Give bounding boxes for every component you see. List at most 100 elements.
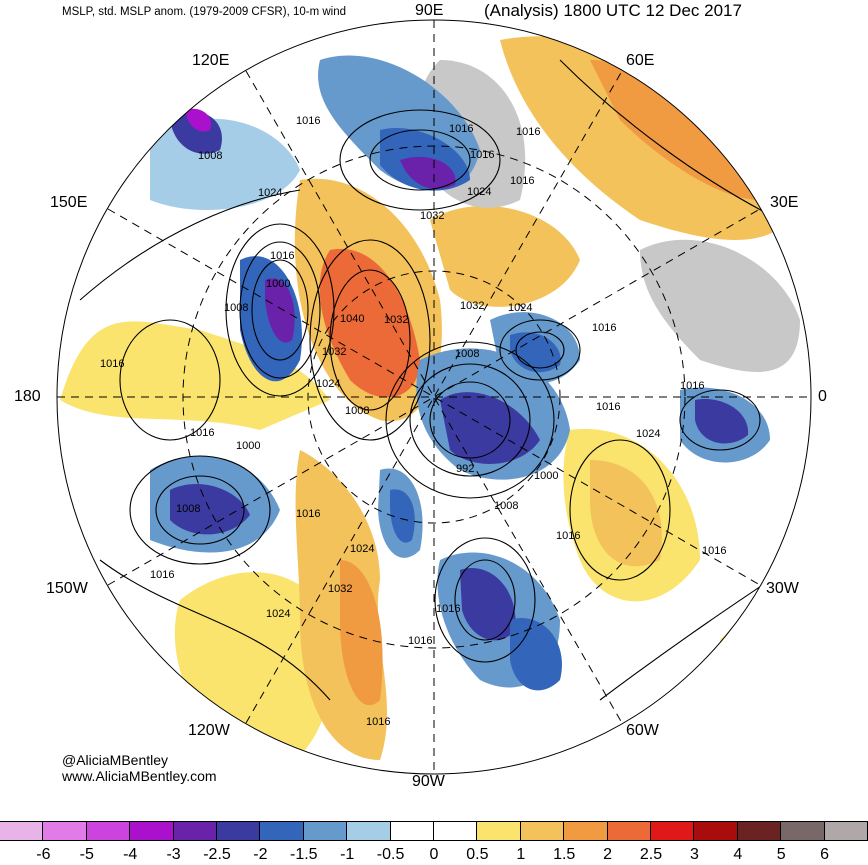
isobar-value-label: 1016 (190, 427, 215, 439)
colorbar-swatch (477, 821, 521, 841)
colorbar-tick-label: -2 (253, 846, 268, 863)
colorbar-tick-label: -1.5 (290, 846, 318, 863)
colorbar-swatch (434, 821, 478, 841)
colorbar-swatch (303, 821, 348, 841)
isobar-value-label: 1016 (449, 123, 474, 135)
lon-label-120w: 120W (188, 722, 230, 739)
isobar-value-label: 1000 (534, 470, 559, 482)
colorbar-tick-label: 3 (689, 846, 699, 863)
lon-label-90e: 90E (415, 2, 444, 19)
isobar-value-label: 1016 (516, 126, 541, 138)
isobar-value-label: 1024 (508, 302, 533, 314)
colorbar-swatch (694, 821, 738, 841)
colorbar-swatch (347, 821, 391, 841)
colorbar-swatch (173, 821, 217, 841)
colorbar-tick-label: 5 (776, 846, 786, 863)
isobar-value-label: 1016 (596, 401, 621, 413)
colorbar-tick-label: -0.5 (376, 846, 405, 863)
isobar-value-label: 1016 (510, 175, 535, 187)
colorbar-tick-label: 4 (733, 846, 743, 863)
isobar-value-label: 1032 (322, 346, 347, 358)
isobar-value-label: 1016 (296, 115, 321, 127)
isobar-value-label: 1024 (258, 187, 283, 199)
isobar-value-label: 1016 (702, 545, 727, 557)
colorbar-swatch (607, 821, 651, 841)
isobar-value-label: 1016 (366, 716, 391, 728)
graticule (57, 20, 811, 774)
isobar-value-label: 1008 (176, 503, 201, 515)
colorbar-tick-label: 1 (516, 846, 526, 863)
colorbar-swatch (737, 821, 782, 841)
isobar-value-label: 1032 (384, 314, 409, 326)
isobar-value-label: 1000 (236, 440, 261, 452)
isobar-value-label: 1024 (266, 608, 291, 620)
isobar-value-label: 1016 (296, 508, 321, 520)
lon-label-120e: 120E (192, 52, 230, 69)
colorbar-tick-label: -6 (36, 846, 51, 863)
credit-website: www.AliciaMBentley.com (62, 768, 217, 784)
colorbar-swatch (564, 821, 608, 841)
colorbar-swatch (520, 821, 565, 841)
colorbar-tick-label: 0 (429, 846, 439, 863)
isobar-value-label: 1008 (345, 405, 370, 417)
isobar-value-label: 1016 (592, 322, 617, 334)
isobar-value-label: 1032 (420, 210, 445, 222)
colorbar-swatch (130, 821, 174, 841)
colorbar-swatch (217, 821, 261, 841)
isobar-value-label: 1000 (266, 278, 291, 290)
colorbar-tick-label: -1 (340, 846, 355, 863)
isobar-value-label: 1008 (455, 348, 480, 360)
isobar-value-label: 1016 (556, 530, 581, 542)
colorbar-tick-label: 0.5 (466, 846, 489, 863)
colorbar-tick-label: 2 (603, 846, 613, 863)
colorbar-swatch (0, 821, 44, 841)
colorbar-swatch (260, 821, 304, 841)
colorbar-swatch (651, 821, 695, 841)
credit-handle: @AliciaMBentley (62, 752, 169, 768)
isobar-value-label: 1024 (467, 186, 492, 198)
isobar-value-label: 1016 (680, 380, 705, 392)
colorbar-tick-label: -2.5 (203, 846, 231, 863)
colorbar-tick-label: 6 (820, 846, 830, 863)
isobar-value-label: 1016 (100, 358, 125, 370)
isobar-value-label: 1032 (460, 300, 485, 312)
isobar-value-label: 1024 (636, 428, 661, 440)
colorbar-tick-label: 2.5 (639, 846, 663, 863)
isobar-value-label: 1016 (150, 569, 175, 581)
isobar-value-label: 1040 (340, 313, 365, 325)
colorbar-tick-label: 1.5 (553, 846, 576, 863)
map-title: (Analysis) 1800 UTC 12 Dec 2017 (484, 1, 742, 20)
colorbar-swatch (43, 821, 87, 841)
isobar-value-label: 1032 (328, 583, 353, 595)
colorbar (0, 821, 868, 865)
colorbar-swatch (390, 821, 434, 841)
isobar-value-label: 992 (456, 463, 475, 475)
lon-label-30w: 30W (766, 580, 799, 597)
polar-map (56, 19, 812, 775)
isobar-value-label: 1008 (494, 500, 519, 512)
map-boundary (56, 19, 812, 775)
isobar-value-label: 1008 (198, 150, 223, 162)
colorbar-swatch (824, 821, 868, 841)
lon-label-0: 0 (818, 388, 827, 405)
colorbar-tick-label: -4 (123, 846, 138, 863)
colorbar-tick-label: -5 (79, 846, 94, 863)
lon-label-60e: 60E (626, 52, 655, 69)
isobar-value-label: 1016 (470, 149, 495, 161)
isobar-value-label: 1016 (408, 635, 433, 647)
isobar-value-label: 1016 (270, 250, 295, 262)
colorbar-swatch (86, 821, 131, 841)
lon-label-180: 180 (14, 388, 41, 405)
lon-label-150w: 150W (46, 580, 88, 597)
colorbar-swatch (781, 821, 825, 841)
isobar-value-label: 1024 (316, 378, 341, 390)
isobar-value-label: 1024 (350, 543, 375, 555)
isobar-value-label: 1016 (436, 603, 461, 615)
lon-label-30e: 30E (770, 194, 799, 211)
lon-label-60w: 60W (626, 722, 659, 739)
lon-label-150e: 150E (50, 194, 88, 211)
isobar-value-label: 1008 (224, 302, 249, 314)
map-subtitle: MSLP, std. MSLP anom. (1979-2009 CFSR), … (62, 6, 347, 18)
lon-label-90w: 90W (412, 773, 445, 790)
colorbar-tick-label: -3 (166, 846, 181, 863)
